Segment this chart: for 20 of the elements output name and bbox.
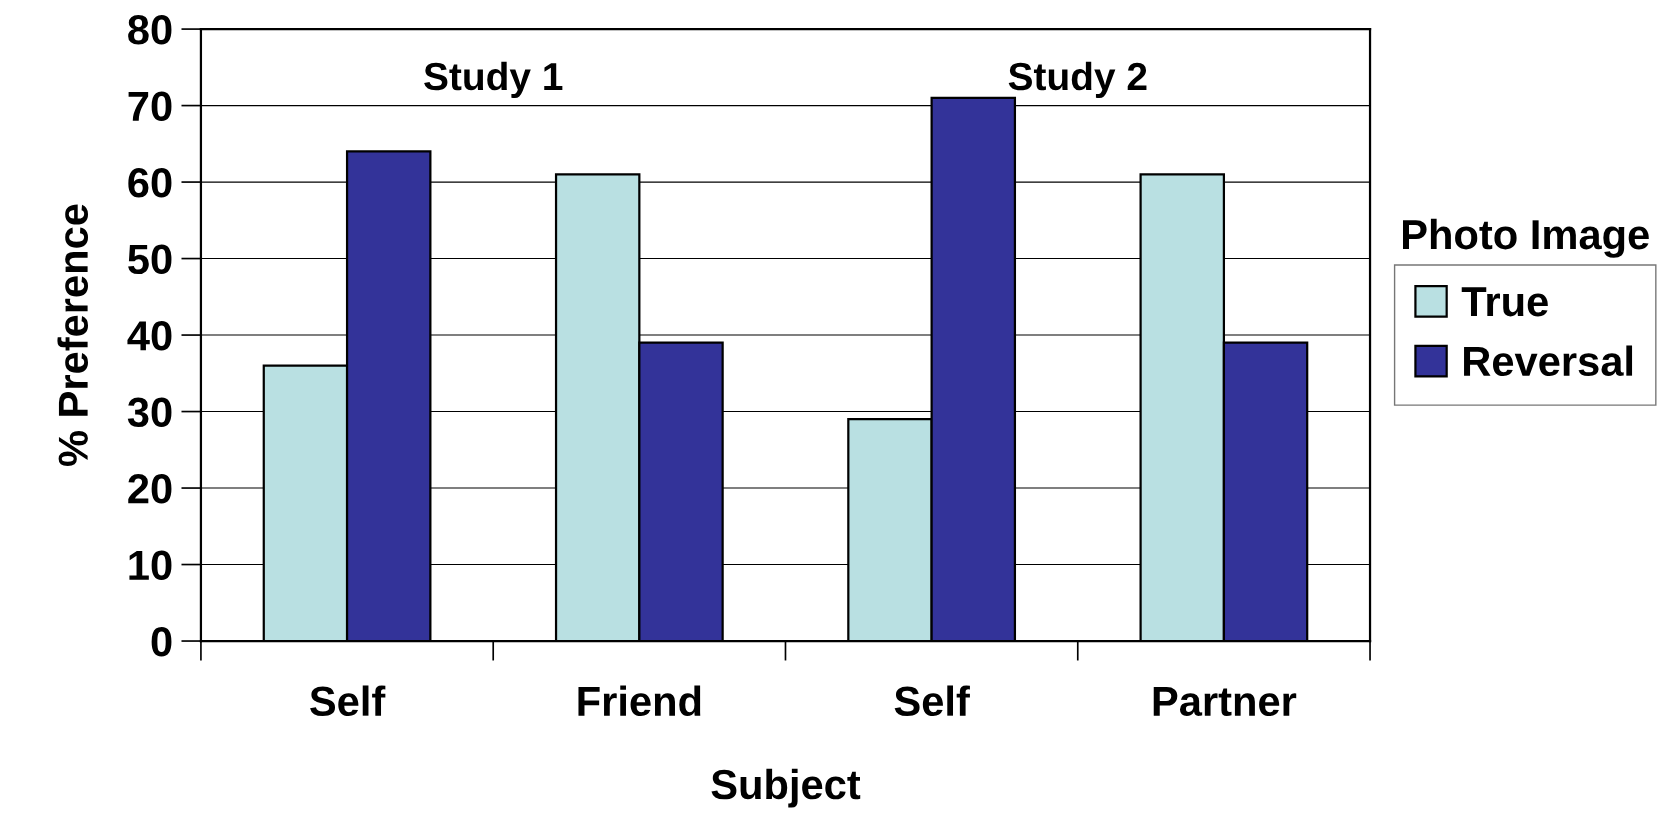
- annotation: Study 1: [424, 61, 563, 98]
- y-tick-label: 20: [128, 474, 172, 504]
- legend-label: True: [1461, 287, 1548, 317]
- y-tick-label: 50: [128, 244, 172, 275]
- legend-label: Reversal: [1464, 345, 1633, 377]
- x-tick-label: Self: [894, 685, 970, 717]
- annotation: Study 2: [1008, 61, 1147, 98]
- y-axis-title: % Preference: [57, 204, 89, 467]
- y-tick-label: 10: [129, 550, 172, 581]
- x-tick-label: Friend: [578, 685, 701, 717]
- y-tick-label: 30: [127, 397, 172, 428]
- y-tick-label: 70: [128, 91, 172, 122]
- y-tick-label: 0: [151, 627, 172, 657]
- y-tick-label: 60: [128, 168, 172, 198]
- x-tick-label: Self: [310, 685, 386, 717]
- x-tick-label: Partner: [1153, 687, 1297, 717]
- legend-title: Photo Image: [1403, 218, 1649, 258]
- y-tick-label: 40: [127, 321, 172, 351]
- x-axis-title: Subject: [711, 768, 861, 808]
- y-tick-label: 80: [128, 15, 172, 45]
